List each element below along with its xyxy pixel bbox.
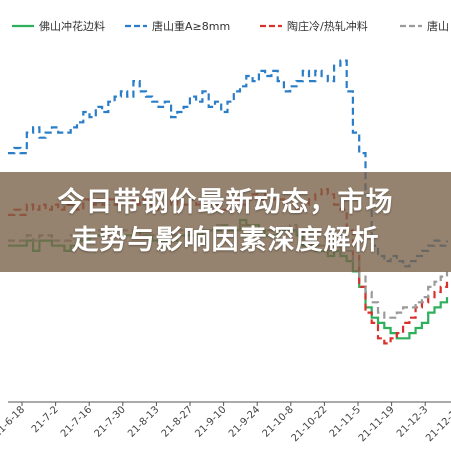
x-tick-label: 21-11-19 [357,404,397,444]
legend-label-2: 唐山重A≥8mm [152,19,230,33]
x-tick-label: 21-7-30 [93,404,128,439]
x-tick-label: 21-7-16 [59,404,94,439]
legend-label-3: 陶庄冷/热轧冲料 [287,19,368,33]
headline-line-2: 走势与影响因素深度解析 [71,225,380,256]
series-line-2 [8,59,449,268]
series-line-4 [8,224,449,319]
x-tick-label: 21-9-24 [227,404,262,439]
headline-banner: 今日带钢价最新动态，市场 走势与影响因素深度解析 [0,172,451,272]
x-tick-label: 21-10-22 [290,404,330,444]
legend-label-1: 佛山冲花边料 [39,19,105,33]
x-tick-label: 21-8-13 [126,404,161,439]
headline-line-1: 今日带钢价最新动态，市场 [57,187,394,218]
legend: 佛山冲花边料 唐山重A≥8mm 陶庄冷/热轧冲料 唐山 [12,19,449,33]
x-tick-label: 21-9-10 [193,404,228,439]
x-tick-label: 21-7-2 [30,404,61,435]
x-tick-label: 21-8-27 [160,404,195,439]
legend-label-4: 唐山 [427,19,449,33]
x-axis-ticks: 21-6-18 21-7-221-7-1621-7-3021-8-1321-8-2… [0,402,451,444]
x-tick-label: 21-6-18 [0,404,27,439]
